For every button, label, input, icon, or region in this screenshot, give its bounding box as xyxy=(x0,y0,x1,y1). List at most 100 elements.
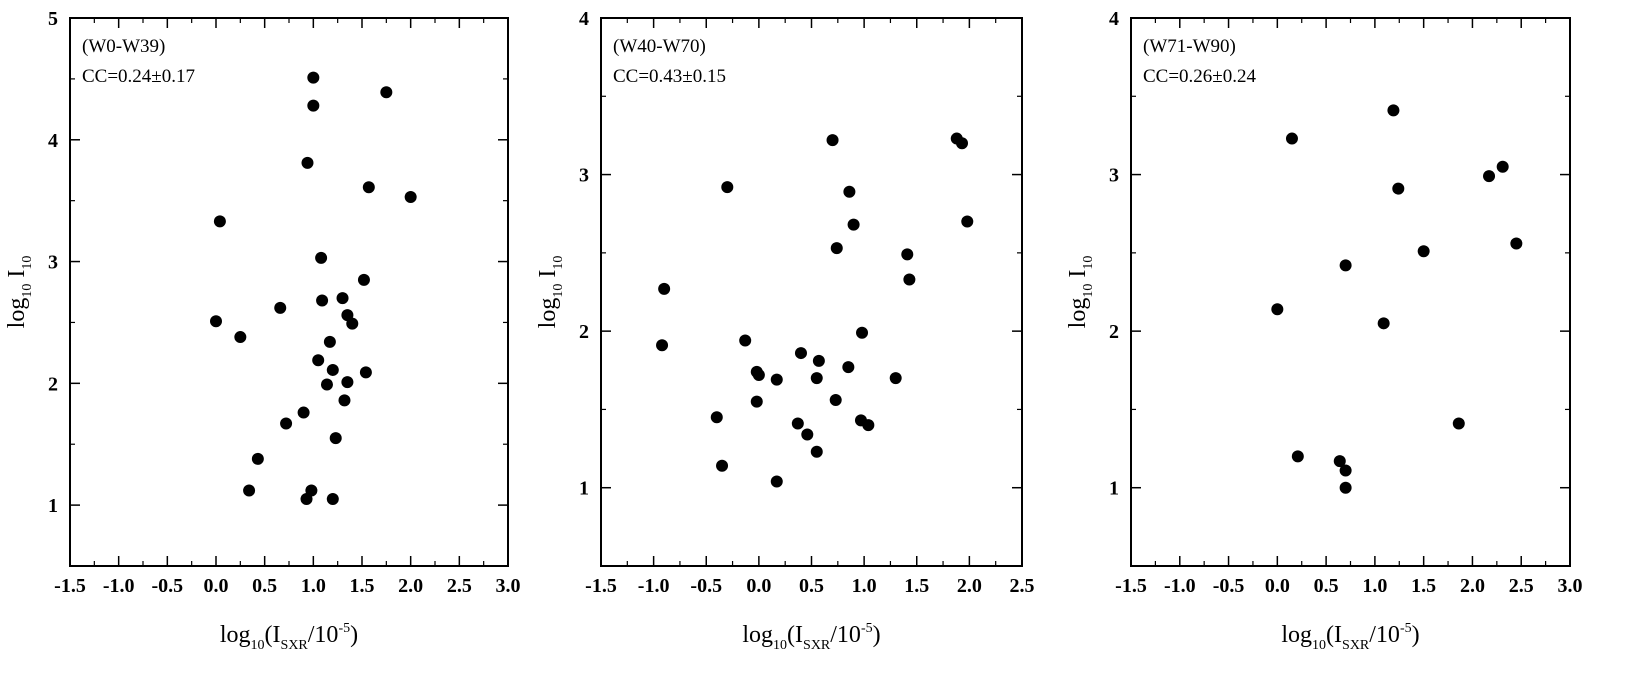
chart-panel-1: -1.5 -1.0 -0.5 0.0 0.5 1.0 1.5 2.0 2.5 3.0 1 2 3 4 5 (W… xyxy=(4,8,521,653)
y-tick-label: 2 xyxy=(579,321,589,343)
y-tick-label: 3 xyxy=(1109,165,1119,187)
y-axis-label: log10 I10 xyxy=(4,256,35,329)
data-point xyxy=(812,354,825,367)
x-tick-label: 0.0 xyxy=(204,575,229,597)
data-point xyxy=(826,134,839,147)
x-tick-label: 1.5 xyxy=(350,575,375,597)
y-axis-label: log10 I10 xyxy=(1065,256,1096,329)
data-point xyxy=(829,394,842,407)
chart-panel-3: -1.5 -1.0 -0.5 0.0 0.5 1.0 1.5 2.0 2.5 3.0 1 2 3 4 (W7… xyxy=(1065,8,1583,653)
data-point xyxy=(297,406,310,419)
data-point xyxy=(312,354,325,367)
y-tick-label: 1 xyxy=(1109,478,1119,500)
data-point xyxy=(961,215,974,228)
x-tick-label: 2.0 xyxy=(1460,575,1485,597)
data-point xyxy=(842,361,855,374)
data-point xyxy=(316,294,329,307)
x-tick-label: 0.5 xyxy=(252,575,277,597)
x-tick-label: 1.0 xyxy=(1362,575,1387,597)
data-point xyxy=(1333,455,1346,468)
data-point xyxy=(280,417,293,430)
data-point xyxy=(856,326,869,339)
x-tick-label: 0.0 xyxy=(746,575,771,597)
data-point xyxy=(1387,104,1400,117)
data-point xyxy=(1285,132,1298,145)
data-point xyxy=(243,484,256,497)
x-tick-label: 0.5 xyxy=(1314,575,1339,597)
x-tick-label: -1.0 xyxy=(103,575,135,597)
plot-frame xyxy=(1130,17,1571,567)
x-tick-label: -0.5 xyxy=(690,575,722,597)
data-point xyxy=(889,372,902,385)
data-point xyxy=(862,419,875,432)
data-point xyxy=(336,292,349,305)
x-tick-label: -0.5 xyxy=(151,575,183,597)
x-axis-label: log10(ISXR/10-5) xyxy=(742,621,880,653)
data-point xyxy=(739,334,752,347)
x-tick-label: -1.0 xyxy=(638,575,670,597)
x-tick-label: -1.5 xyxy=(54,575,86,597)
data-point xyxy=(326,363,339,376)
data-point xyxy=(794,347,807,360)
correlation-label: CC=0.43±0.15 xyxy=(613,66,726,87)
data-point xyxy=(323,335,336,348)
data-point xyxy=(1417,245,1430,258)
data-point xyxy=(1510,237,1523,250)
data-point xyxy=(843,185,856,198)
data-point xyxy=(1452,417,1465,430)
y-tick-label: 4 xyxy=(579,8,589,30)
x-tick-label: -0.5 xyxy=(1213,575,1245,597)
y-tick-label: 1 xyxy=(579,478,589,500)
x-tick-label: 3.0 xyxy=(1558,575,1583,597)
data-point xyxy=(274,301,287,314)
x-tick-label: -1.0 xyxy=(1164,575,1196,597)
y-tick-label: 3 xyxy=(579,165,589,187)
data-point xyxy=(346,317,359,330)
y-tick-label: 1 xyxy=(48,495,58,517)
correlation-label: CC=0.24±0.17 xyxy=(82,66,195,87)
y-tick-label: 2 xyxy=(1109,321,1119,343)
data-point xyxy=(750,395,763,408)
data-point xyxy=(338,394,351,407)
data-point xyxy=(307,99,320,112)
x-tick-label: -1.5 xyxy=(585,575,617,597)
panel-range-label: (W40-W70) xyxy=(613,36,706,57)
x-tick-label: 1.0 xyxy=(301,575,326,597)
data-point xyxy=(329,432,342,445)
plot-frame xyxy=(69,17,509,567)
data-point xyxy=(307,71,320,84)
y-tick-label: 5 xyxy=(48,8,58,30)
data-point xyxy=(320,378,333,391)
correlation-label: CC=0.26±0.24 xyxy=(1143,66,1256,87)
y-tick-label: 2 xyxy=(48,373,58,395)
x-tick-label: 2.5 xyxy=(1509,575,1534,597)
data-point xyxy=(1291,450,1304,463)
y-tick-label: 3 xyxy=(48,252,58,274)
panel-range-label: (W0-W39) xyxy=(82,36,165,57)
panel-range-label: (W71-W90) xyxy=(1143,36,1236,57)
y-tick-label: 4 xyxy=(48,130,58,152)
x-tick-label: 3.0 xyxy=(496,575,521,597)
data-point xyxy=(658,282,671,295)
data-point xyxy=(903,273,916,286)
y-tick-label: 4 xyxy=(1109,8,1119,30)
x-axis-label: log10(ISXR/10-5) xyxy=(220,621,358,653)
data-point xyxy=(1339,259,1352,272)
data-point xyxy=(830,242,843,255)
x-tick-label: 1.0 xyxy=(852,575,877,597)
data-point xyxy=(656,339,669,352)
x-tick-label: 2.0 xyxy=(957,575,982,597)
data-point xyxy=(716,459,729,472)
data-point xyxy=(380,86,393,99)
x-tick-label: 2.0 xyxy=(398,575,423,597)
data-point xyxy=(956,137,969,150)
data-point xyxy=(901,248,914,261)
data-point xyxy=(721,181,734,194)
data-point xyxy=(770,373,783,386)
data-point xyxy=(810,445,823,458)
data-point xyxy=(752,368,765,381)
x-tick-label: 0.5 xyxy=(799,575,824,597)
data-point xyxy=(234,331,247,344)
x-tick-label: 2.5 xyxy=(1010,575,1035,597)
data-point xyxy=(1339,464,1352,477)
